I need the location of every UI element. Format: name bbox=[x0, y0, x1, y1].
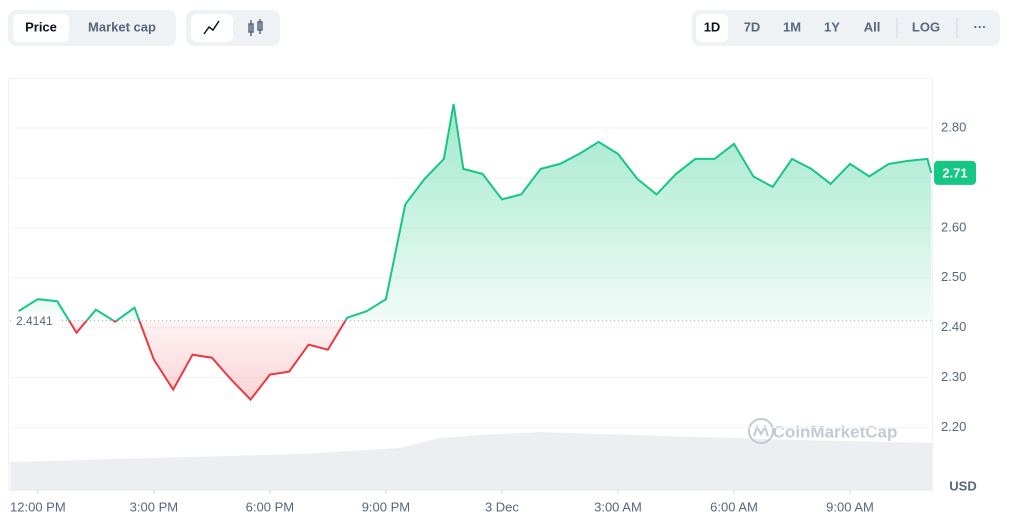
x-tick-label: 6:00 AM bbox=[710, 499, 758, 514]
x-tick-label: 3:00 PM bbox=[130, 499, 178, 514]
y-tick-label: 2.40 bbox=[941, 319, 966, 334]
x-tick-label: 9:00 AM bbox=[826, 499, 874, 514]
active-range bbox=[696, 14, 728, 42]
x-tick-label: 12:00 PM bbox=[10, 499, 66, 514]
more-button[interactable]: ··· bbox=[974, 19, 987, 34]
range-button[interactable]: 7D bbox=[744, 19, 761, 34]
x-tick-label: 9:00 PM bbox=[362, 499, 410, 514]
log-button[interactable]: LOG bbox=[912, 19, 940, 34]
x-tick-label: 6:00 PM bbox=[246, 499, 294, 514]
tab-market-cap[interactable]: Market cap bbox=[88, 19, 156, 34]
y-tick-label: 2.80 bbox=[941, 119, 966, 134]
baseline-label: 2.4141 bbox=[16, 314, 53, 328]
area-above bbox=[18, 104, 932, 321]
last-price-box bbox=[934, 160, 976, 185]
range-button[interactable]: All bbox=[864, 19, 881, 34]
watermark-logo bbox=[748, 418, 774, 444]
watermark: CoinMarketCap bbox=[773, 422, 898, 441]
y-tick-label: 2.60 bbox=[941, 219, 966, 234]
range-button[interactable]: 1Y bbox=[824, 19, 840, 34]
y-unit: USD bbox=[949, 478, 976, 493]
plot-frame bbox=[8, 78, 933, 491]
x-tick-label: 3:00 AM bbox=[594, 499, 642, 514]
range-button[interactable]: 1D bbox=[704, 19, 721, 34]
line-icon bbox=[203, 20, 220, 35]
price-line-up bbox=[17, 103, 933, 321]
price-line-down bbox=[67, 320, 347, 402]
active-tab bbox=[13, 14, 69, 42]
y-tick-label: 2.30 bbox=[941, 369, 966, 384]
y-tick-label: 2.50 bbox=[941, 269, 966, 284]
candle-chart-button[interactable] bbox=[248, 19, 263, 36]
y-tick-label: 2.20 bbox=[941, 419, 966, 434]
area-below bbox=[18, 320, 932, 400]
volume-area bbox=[10, 432, 932, 490]
x-tick-label: 3 Dec bbox=[485, 499, 519, 514]
baseline-label-bg bbox=[12, 311, 60, 330]
line-chart-button[interactable] bbox=[191, 14, 233, 42]
last-price-label: 2.71 bbox=[942, 165, 967, 180]
tab-price[interactable]: Price bbox=[25, 19, 57, 34]
range-button[interactable]: 1M bbox=[783, 19, 801, 34]
range-tabs bbox=[692, 10, 1000, 46]
